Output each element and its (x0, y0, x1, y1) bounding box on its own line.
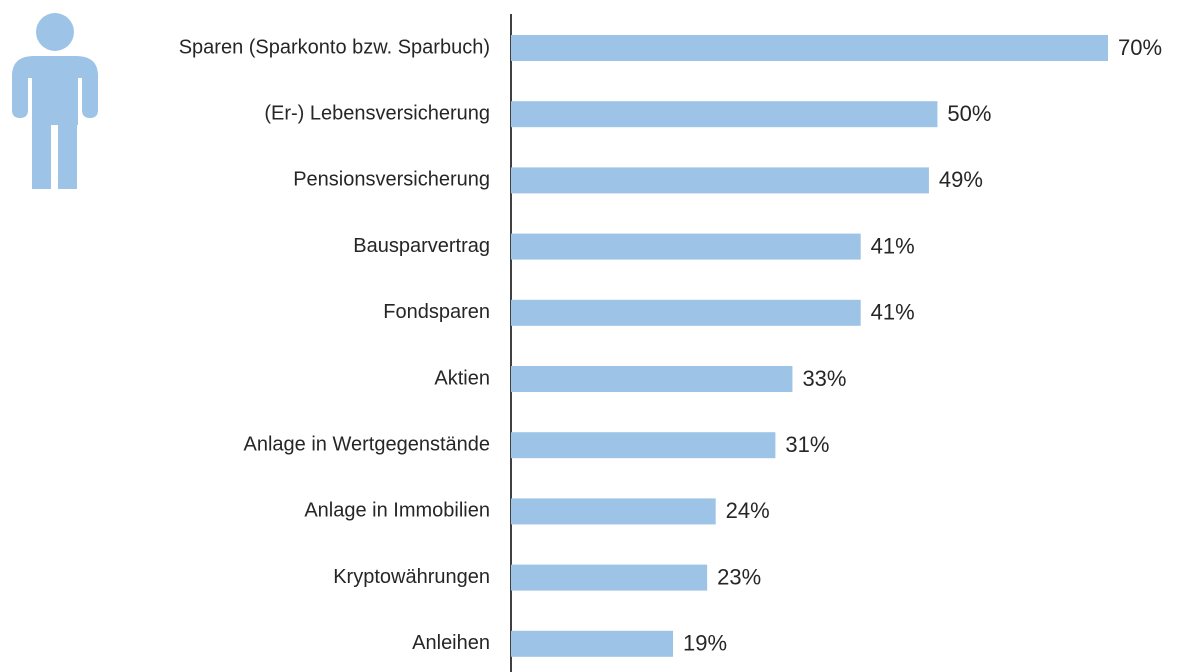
bar (511, 233, 861, 260)
category-label: Aktien (434, 367, 490, 389)
bar (511, 299, 861, 326)
value-label: 41% (871, 233, 915, 258)
value-label: 50% (947, 101, 991, 126)
category-label: Fondsparen (383, 301, 490, 323)
category-label: Pensionsversicherung (293, 169, 490, 191)
value-label: 23% (717, 564, 761, 589)
value-label: 41% (871, 300, 915, 325)
bar (511, 432, 776, 459)
bar (511, 366, 793, 392)
bar (511, 564, 708, 591)
value-label: 33% (802, 366, 846, 391)
category-label: Sparen (Sparkonto bzw. Sparbuch) (179, 36, 490, 58)
bar (511, 35, 1108, 61)
value-label: 19% (683, 631, 727, 656)
category-label: (Er-) Lebensversicherung (264, 102, 490, 124)
bar (511, 101, 938, 128)
category-label: Anlage in Immobilien (304, 500, 490, 522)
bar (511, 498, 716, 525)
value-label: 31% (785, 432, 829, 457)
category-label: Anlage in Wertgegenstände (244, 433, 490, 455)
category-label: Kryptowährungen (333, 566, 490, 588)
person-icon (12, 13, 98, 189)
bar (511, 167, 929, 194)
bar (511, 630, 674, 657)
value-label: 24% (726, 498, 770, 523)
value-label: 70% (1118, 35, 1162, 60)
category-label: Anleihen (412, 632, 490, 654)
value-label: 49% (939, 167, 983, 192)
category-label: Bausparvertrag (353, 235, 490, 257)
